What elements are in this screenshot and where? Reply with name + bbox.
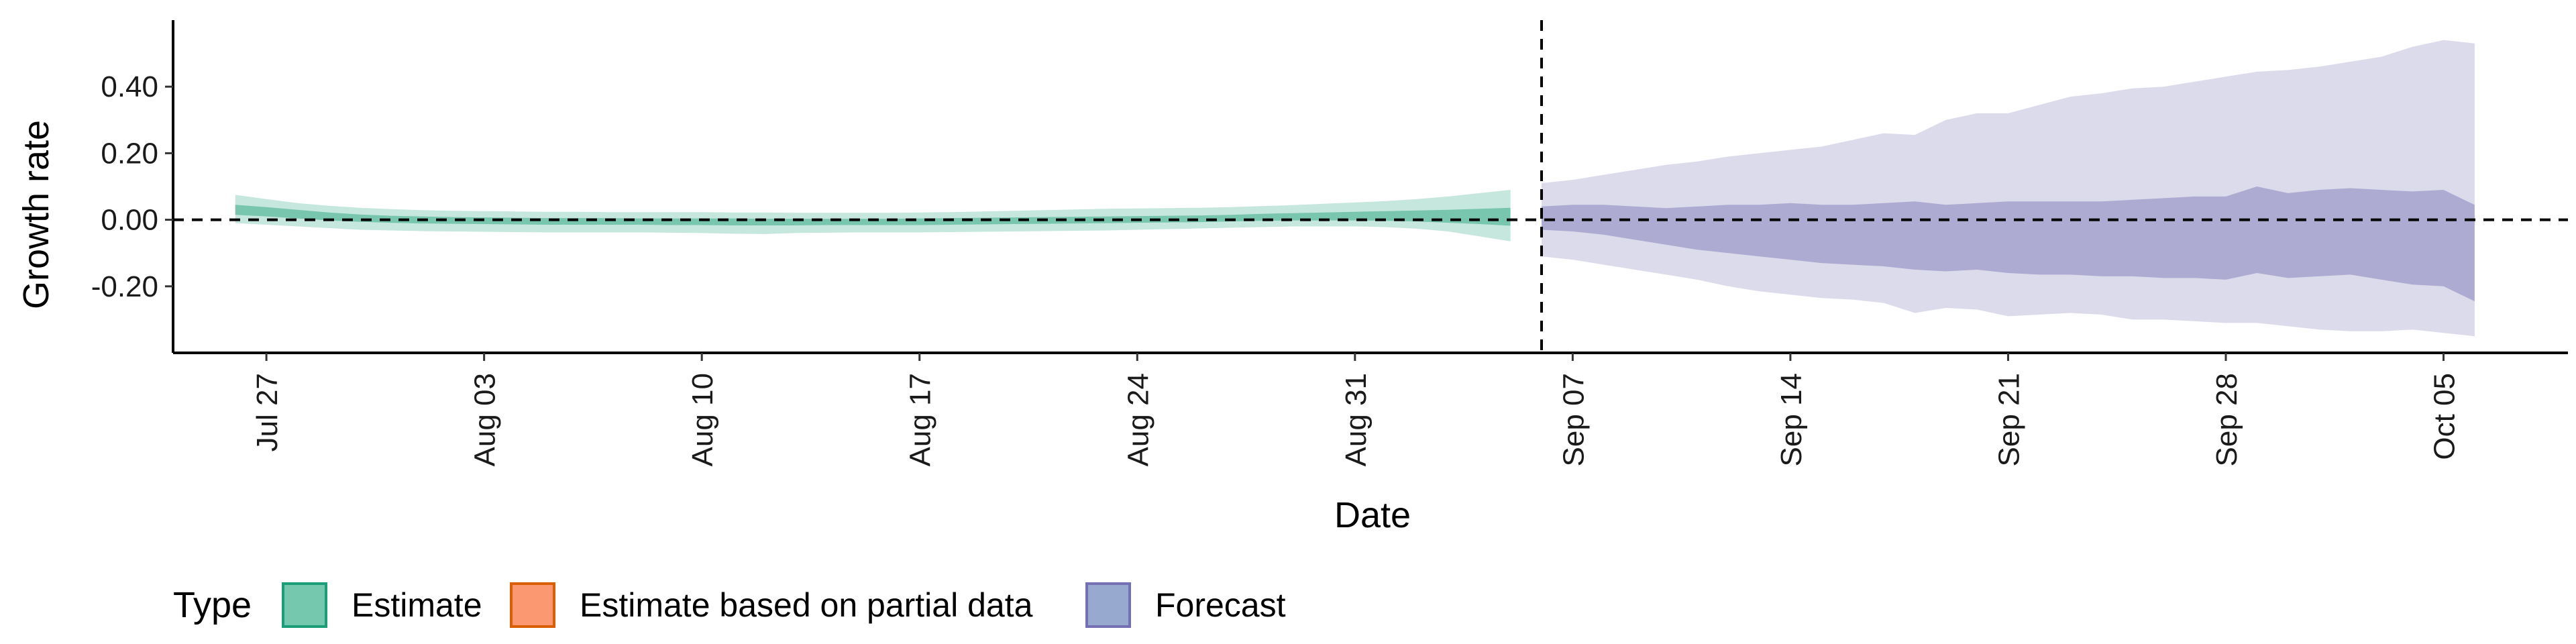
x-tick-label: Jul 27 xyxy=(251,373,284,451)
y-tick-label: 0.00 xyxy=(101,204,158,237)
estimate-band-90 xyxy=(235,190,1511,241)
y-tick-label: 0.40 xyxy=(101,70,158,103)
bands-layer xyxy=(235,40,2475,337)
y-tick-label: 0.20 xyxy=(101,137,158,170)
legend-label: Estimate xyxy=(352,586,482,624)
x-tick-label: Sep 07 xyxy=(1557,373,1590,466)
x-tick-label: Aug 31 xyxy=(1340,373,1373,466)
x-tick-label: Aug 17 xyxy=(904,373,937,466)
legend-key xyxy=(282,582,327,628)
axes-layer xyxy=(172,20,2568,354)
forecast-band-50 xyxy=(1542,186,2475,302)
x-tick-label: Sep 14 xyxy=(1775,373,1808,466)
x-tick-label: Aug 03 xyxy=(469,373,502,466)
forecast-band-90 xyxy=(1542,40,2475,337)
x-tick-label: Sep 21 xyxy=(1992,373,2025,466)
reference-lines xyxy=(173,20,2568,353)
legend-key xyxy=(510,582,555,628)
x-tick-label: Sep 28 xyxy=(2210,373,2243,466)
legend-title: Type xyxy=(173,585,252,625)
x-tick-label: Aug 24 xyxy=(1122,373,1155,466)
y-tick-label: -0.20 xyxy=(91,270,158,303)
legend: Type Estimate Estimate based on partial da… xyxy=(173,582,1286,628)
x-tick-label: Oct 05 xyxy=(2428,373,2461,460)
x-axis-title: Date xyxy=(1334,495,1411,535)
y-axis-title: Growth rate xyxy=(16,120,56,309)
legend-key xyxy=(1085,582,1131,628)
x-tick-label: Aug 10 xyxy=(686,373,719,466)
legend-label: Estimate based on partial data xyxy=(580,586,1033,624)
ticks-layer: -0.20 0.00 0.20 0.40 Jul 27 Aug 03 Aug 10 Aug 1… xyxy=(91,70,2461,466)
legend-label: Forecast xyxy=(1155,586,1286,624)
